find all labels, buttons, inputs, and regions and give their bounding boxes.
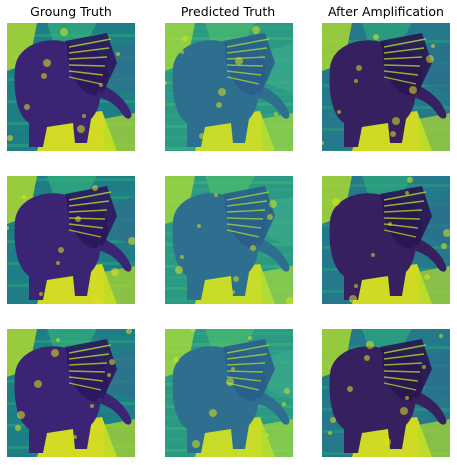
image-panel-predicted-row-2 — [165, 176, 293, 304]
column-title-after-amplification: After Amplification — [328, 4, 444, 19]
image-panel-ground-truth-row-2 — [7, 176, 135, 304]
image-panel-amplified-row-2 — [322, 176, 450, 304]
image-panel-amplified-row-3 — [322, 329, 450, 457]
image-panel-predicted-row-3 — [165, 329, 293, 457]
column-title-ground-truth: Groung Truth — [30, 4, 112, 19]
image-panel-predicted-row-1 — [165, 23, 293, 151]
image-panel-ground-truth-row-3 — [7, 329, 135, 457]
column-title-predicted-truth: Predicted Truth — [180, 4, 276, 19]
image-panel-amplified-row-1 — [322, 23, 450, 151]
image-panel-ground-truth-row-1 — [7, 23, 135, 151]
